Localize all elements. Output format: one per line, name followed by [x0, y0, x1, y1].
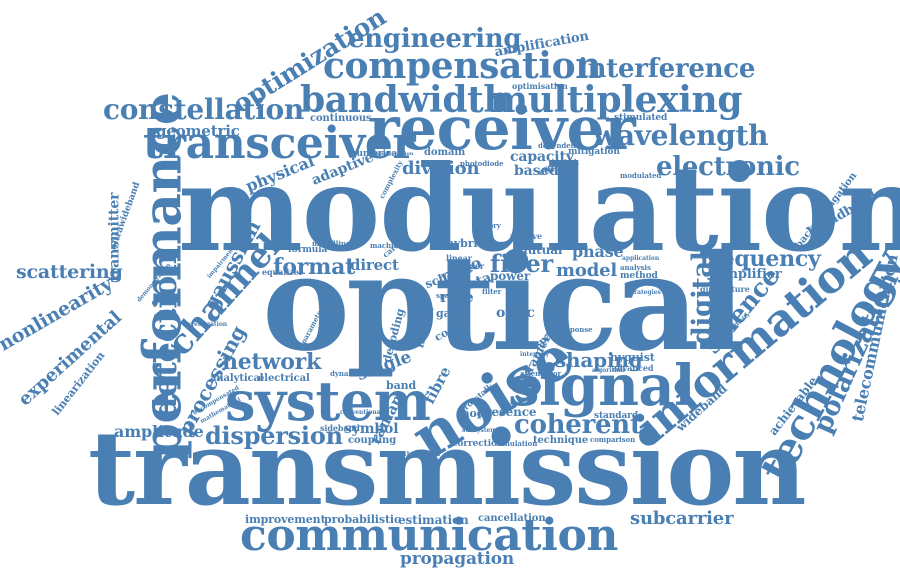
- word-mode: mode: [458, 407, 492, 420]
- word-geometric: geometric: [156, 122, 240, 140]
- word-mitigation: mitigation: [568, 147, 620, 157]
- word-network: network: [222, 349, 322, 375]
- word-subcarrier: subcarrier: [630, 508, 734, 529]
- word-dispersion: dispersion: [205, 421, 343, 450]
- word-simulation: simulation: [496, 439, 538, 448]
- word-span: span: [436, 291, 455, 300]
- word-modulation: modulation: [178, 139, 900, 278]
- word-symbol: symbol: [344, 421, 399, 437]
- word-signal: signal: [508, 353, 695, 419]
- word-sideband: sideband: [320, 423, 360, 433]
- word-modelling: modelling: [312, 239, 351, 248]
- word-capacity: capacity: [510, 149, 574, 165]
- word-attenuator: attenuator: [520, 369, 562, 378]
- word-format: format: [273, 254, 356, 280]
- word-direct: direct: [350, 256, 399, 274]
- word-numerical: numerical: [350, 149, 401, 159]
- word-response: response: [558, 325, 593, 334]
- word-order: order: [460, 261, 485, 271]
- word-formula: formula: [288, 245, 328, 255]
- word-mutual: mutual: [515, 243, 563, 257]
- word-fiber: fiber: [490, 249, 553, 278]
- word-propagation: propagation: [400, 549, 515, 569]
- word-presence: presence: [477, 405, 537, 419]
- word-band: band: [386, 379, 417, 392]
- word-constellation: constellation: [103, 93, 304, 126]
- word-analytical: analytical: [210, 373, 264, 384]
- word-stimulated: stimulated: [614, 113, 668, 123]
- word-electronic: electronic: [656, 152, 800, 182]
- word-filter: filter: [482, 287, 502, 296]
- word-standard: standard: [594, 411, 639, 421]
- word-system: system: [225, 369, 431, 433]
- word-electrical: electrical: [258, 373, 310, 384]
- word-correction: correction: [452, 439, 504, 449]
- word-optic: optic: [496, 305, 535, 321]
- word-cancellation: cancellation: [478, 513, 546, 524]
- word-quadrature: quadrature: [700, 284, 750, 294]
- word-optimisation: optimisation: [512, 81, 568, 91]
- word-receiver: receiver: [368, 94, 636, 164]
- word-rate: rate: [440, 288, 474, 306]
- word-compensation: compensation: [323, 45, 602, 87]
- word-technique: technique: [533, 435, 589, 446]
- word-model: model: [556, 260, 618, 281]
- word-intensity: intensity: [520, 351, 549, 358]
- word-dependent: dependent: [538, 141, 579, 150]
- word-dynamic: dynamic: [330, 369, 363, 378]
- word-interference: interference: [578, 54, 756, 84]
- word-continuous: continuous: [310, 113, 372, 124]
- word-algorithm: algorithm: [592, 367, 625, 374]
- word-passive: passive: [510, 231, 543, 241]
- word-advanced: advanced: [612, 363, 654, 373]
- word-modulated: modulated: [620, 171, 662, 180]
- word-amplitude: amplitude: [114, 422, 204, 441]
- word-conventional: conventional: [340, 409, 383, 416]
- word-hybrid: hybrid: [446, 237, 486, 250]
- word-shaping: shaping: [555, 348, 643, 372]
- word-communication: communication: [240, 510, 618, 561]
- word-coherent: coherent: [514, 410, 642, 440]
- word-domain: domain: [424, 147, 466, 158]
- word-comparison: comparison: [590, 435, 636, 444]
- word-estimation: estimation: [398, 513, 469, 527]
- word-investigation: investigation: [184, 321, 228, 328]
- word-photodiode: photodiode: [460, 159, 504, 168]
- word-bandwidth: bandwidth: [300, 79, 510, 121]
- word-engineering: engineering: [348, 24, 522, 54]
- word-improvement: improvement: [245, 513, 326, 526]
- word-phase: phase: [572, 242, 624, 261]
- word-based: based: [514, 163, 559, 179]
- word-probabilistic: probabilistic: [324, 513, 401, 526]
- word-machine: machine: [370, 241, 404, 250]
- word-theoretical: theoretical: [404, 451, 441, 458]
- word-amplifier: amplifier: [716, 267, 782, 282]
- word-scattering: scattering: [16, 261, 123, 283]
- word-method: method: [620, 271, 658, 281]
- word-optical: optical: [262, 226, 746, 381]
- word-division: division: [402, 158, 480, 179]
- word-characterization: characterization: [368, 151, 414, 157]
- word-wavelength: wavelength: [593, 119, 769, 152]
- word-linear: linear: [446, 253, 472, 263]
- word-transmission: transmission: [88, 409, 807, 529]
- word-coupling: coupling: [348, 435, 397, 446]
- word-frequency: frequency: [700, 246, 821, 272]
- word-subsystem: subsystem: [462, 427, 497, 434]
- word-equalizer: equalizer: [262, 267, 303, 277]
- word-gain: gain: [436, 307, 463, 320]
- word-application: application: [622, 255, 660, 262]
- word-theory: theory: [476, 221, 501, 230]
- word-nyquist: nyquist: [610, 351, 655, 364]
- word-power: power: [490, 269, 531, 283]
- word-digital: digital: [687, 251, 718, 345]
- word-analysis: analysis: [620, 263, 651, 272]
- word-strategies: strategies: [628, 289, 661, 296]
- word-transceiver: transceiver: [143, 118, 416, 169]
- word-multiplexing: multiplexing: [490, 79, 743, 121]
